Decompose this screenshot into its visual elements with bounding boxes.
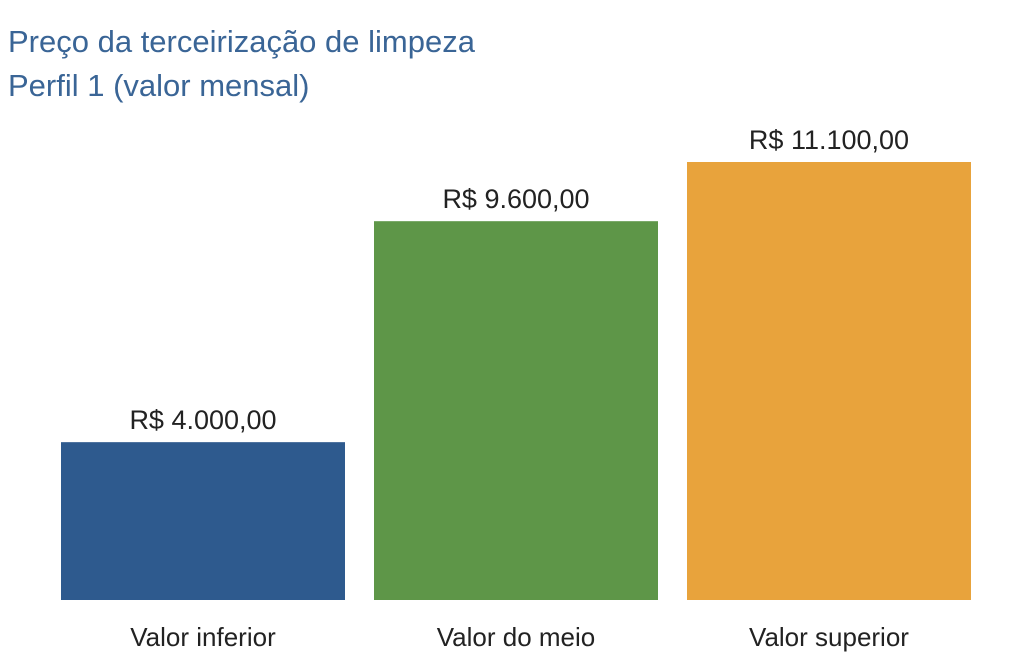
bar-3 (687, 162, 971, 600)
chart-title: Preço da terceirização de limpeza (8, 24, 475, 59)
category-label-1: Valor inferior (130, 622, 276, 652)
bar-2 (374, 221, 658, 600)
bar-value-label-2: R$ 9.600,00 (442, 184, 589, 214)
chart-title-block: Preço da terceirização de limpeza Perfil… (8, 20, 475, 108)
category-label-3: Valor superior (749, 622, 909, 652)
bar-1 (61, 442, 345, 600)
bar-value-label-1: R$ 4.000,00 (129, 405, 276, 435)
bar-value-label-3: R$ 11.100,00 (749, 125, 909, 155)
chart-subtitle: Perfil 1 (valor mensal) (8, 68, 310, 103)
category-label-2: Valor do meio (437, 622, 596, 652)
